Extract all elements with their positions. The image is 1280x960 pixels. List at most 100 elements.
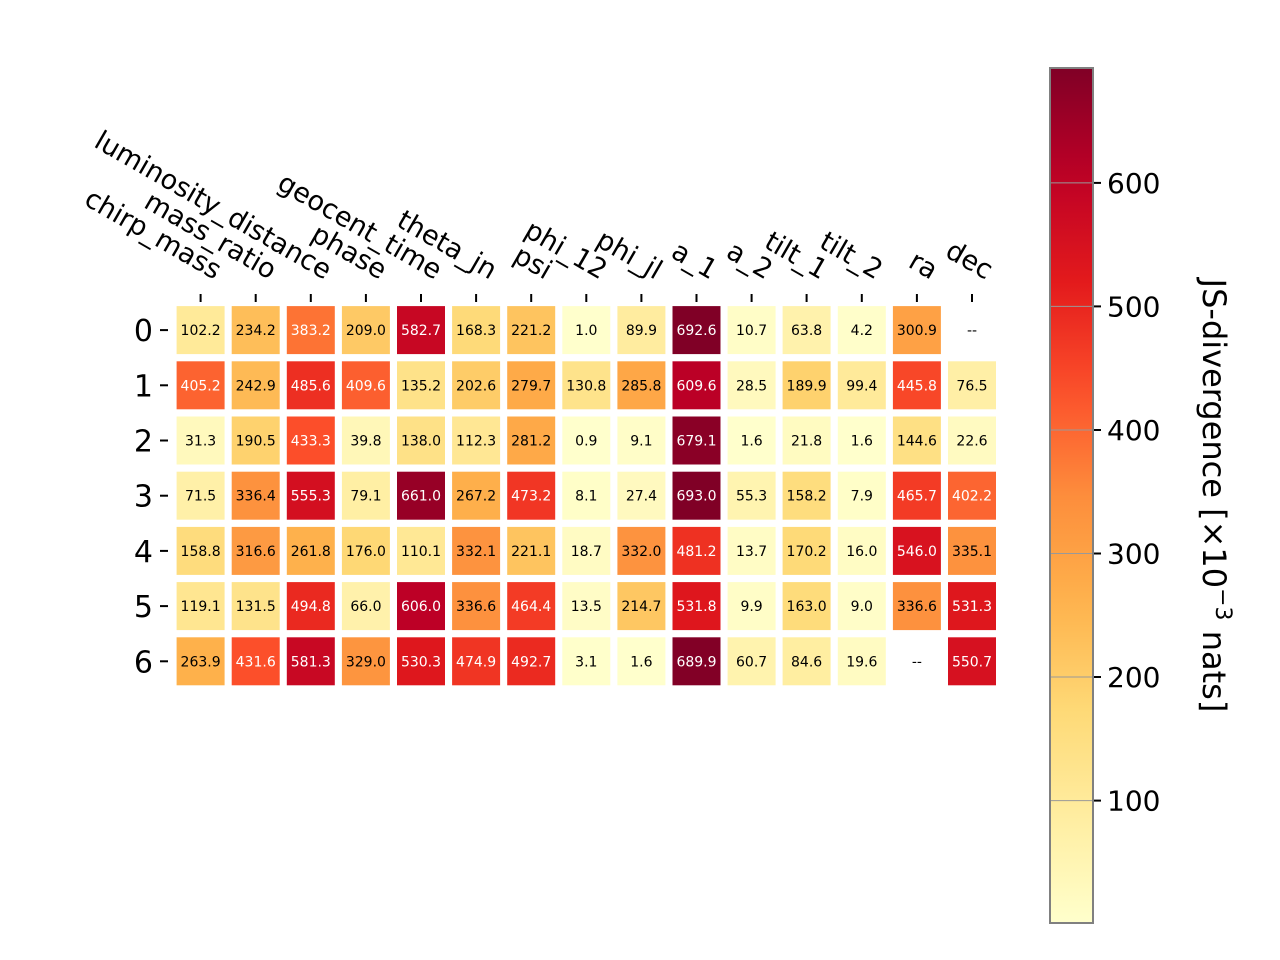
cell-value-label: 79.1 bbox=[350, 489, 381, 505]
heatmap-cell bbox=[452, 361, 501, 410]
cell-value-label: 202.6 bbox=[456, 378, 496, 394]
heatmap-cell bbox=[397, 361, 445, 410]
cell-value-label: 158.8 bbox=[181, 544, 221, 560]
heatmap-cell bbox=[672, 637, 721, 686]
cell-value-label: 661.0 bbox=[401, 489, 441, 505]
heatmap-cell bbox=[617, 416, 666, 465]
colorbar-tick-label: 600 bbox=[1107, 167, 1160, 200]
cell-value-label: 332.1 bbox=[456, 544, 496, 560]
cell-value-label: 693.0 bbox=[676, 489, 716, 505]
cell-value-label: 582.7 bbox=[401, 323, 441, 339]
heatmap-cell bbox=[892, 361, 941, 410]
column-label: a_1 bbox=[666, 236, 722, 286]
heatmap-cell bbox=[562, 471, 611, 520]
cell-value-label: 546.0 bbox=[897, 544, 937, 560]
cell-value-label: 581.3 bbox=[291, 654, 331, 670]
cell-value-label: 13.7 bbox=[736, 544, 767, 560]
cell-value-label: 168.3 bbox=[456, 323, 496, 339]
cell-value-label: 119.1 bbox=[181, 599, 221, 615]
heatmap-cell bbox=[617, 637, 666, 686]
colorbar-label: JS-divergence [×10−3 nats] bbox=[1195, 277, 1235, 713]
cell-value-label: 22.6 bbox=[956, 434, 987, 450]
heatmap-cell bbox=[727, 637, 776, 686]
cell-value-label: 13.5 bbox=[571, 599, 602, 615]
cell-value-label: 130.8 bbox=[566, 378, 606, 394]
heatmap-cell bbox=[286, 637, 335, 686]
heatmap-cell bbox=[286, 306, 335, 355]
cell-value-label: 336.6 bbox=[456, 599, 496, 615]
column-ticks bbox=[199, 294, 973, 302]
heatmap-cell bbox=[672, 471, 721, 520]
heatmap-cell bbox=[507, 471, 556, 520]
heatmap-cell bbox=[286, 471, 335, 520]
cell-value-label: 485.6 bbox=[291, 378, 331, 394]
heatmap-cell bbox=[837, 637, 886, 686]
row-label: 1 bbox=[134, 369, 153, 404]
heatmap-cell bbox=[176, 526, 225, 575]
heatmap-cell bbox=[837, 582, 886, 631]
heatmap-cell bbox=[452, 306, 501, 355]
heatmap-cell bbox=[562, 582, 611, 631]
cell-value-label: 163.0 bbox=[787, 599, 827, 615]
row-labels: 0 1 2 3 4 5 6 bbox=[134, 314, 168, 680]
heatmap-cell bbox=[617, 361, 666, 410]
heatmap-cell bbox=[397, 306, 445, 355]
cell-value-label: 135.2 bbox=[401, 378, 441, 394]
cell-value-label: 9.9 bbox=[740, 599, 762, 615]
cell-value-label: 261.8 bbox=[291, 544, 331, 560]
row-label: 3 bbox=[134, 480, 153, 515]
heatmap-cell bbox=[231, 637, 280, 686]
heatmap-cell bbox=[892, 416, 941, 465]
cell-value-label: 689.9 bbox=[676, 654, 716, 670]
heatmap-cell bbox=[727, 582, 776, 631]
cell-value-label: 28.5 bbox=[736, 378, 767, 394]
heatmap-cell bbox=[452, 637, 501, 686]
cell-value-label: 300.9 bbox=[897, 323, 937, 339]
heatmap-cell bbox=[176, 471, 225, 520]
heatmap-cell bbox=[286, 582, 335, 631]
cell-value-label: 285.8 bbox=[621, 378, 661, 394]
heatmap-cell bbox=[672, 361, 721, 410]
cell-value-label: 99.4 bbox=[846, 378, 877, 394]
heatmap-cell bbox=[948, 416, 996, 465]
colorbar-tick-label: 500 bbox=[1107, 290, 1160, 323]
heatmap-cell bbox=[176, 582, 225, 631]
cell-value-label: 144.6 bbox=[897, 434, 937, 450]
heatmap-cell bbox=[507, 637, 556, 686]
heatmap-cell bbox=[286, 416, 335, 465]
cell-value-label: 494.8 bbox=[291, 599, 331, 615]
column-label: dec bbox=[940, 235, 998, 286]
cell-value-label: 76.5 bbox=[956, 378, 987, 394]
heatmap-cell bbox=[892, 582, 941, 631]
cell-value-label: 692.6 bbox=[676, 323, 716, 339]
heatmap-cell bbox=[948, 526, 996, 575]
cell-value-label: -- bbox=[912, 654, 922, 670]
heatmap-cell bbox=[231, 306, 280, 355]
cell-value-label: 263.9 bbox=[181, 654, 221, 670]
cell-value-label: 555.3 bbox=[291, 489, 331, 505]
cell-value-label: 102.2 bbox=[181, 323, 221, 339]
heatmap-cell bbox=[397, 582, 445, 631]
cell-value-label: 530.3 bbox=[401, 654, 441, 670]
colorbar-tick-label: 400 bbox=[1107, 414, 1160, 447]
cell-value-label: 431.6 bbox=[236, 654, 276, 670]
cell-value-label: 221.2 bbox=[511, 323, 551, 339]
heatmap-cell bbox=[507, 306, 556, 355]
heatmap-cell bbox=[341, 637, 390, 686]
heatmap-cell bbox=[452, 471, 501, 520]
cell-value-label: 71.5 bbox=[185, 489, 216, 505]
cell-value-label: 221.1 bbox=[511, 544, 551, 560]
heatmap-cell bbox=[341, 416, 390, 465]
heatmap-cell bbox=[727, 526, 776, 575]
cell-value-label: 21.8 bbox=[791, 434, 822, 450]
heatmap-cell bbox=[286, 361, 335, 410]
heatmap-cell bbox=[562, 361, 611, 410]
cell-value-label: 316.6 bbox=[236, 544, 276, 560]
cell-value-label: 60.7 bbox=[736, 654, 767, 670]
heatmap-cell bbox=[672, 416, 721, 465]
cell-value-label: 63.8 bbox=[791, 323, 822, 339]
cell-value-label: 242.9 bbox=[236, 378, 276, 394]
cell-value-label: 9.1 bbox=[630, 434, 652, 450]
cell-value-label: 131.5 bbox=[236, 599, 276, 615]
cell-value-label: 7.9 bbox=[851, 489, 873, 505]
